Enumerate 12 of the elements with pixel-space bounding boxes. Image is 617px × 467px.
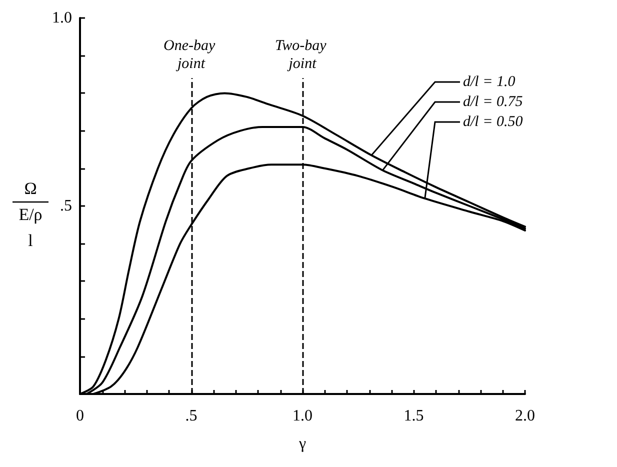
y-axis-title: Ω E/ρ l bbox=[18, 179, 42, 250]
x-tick-label: 1.0 bbox=[292, 408, 312, 424]
x-tick-label: 2.0 bbox=[515, 408, 535, 424]
ref-line-label: One-bay joint bbox=[164, 38, 219, 72]
text: d/l = 1.0 bbox=[463, 74, 516, 90]
x-tick-label: 0 bbox=[76, 408, 84, 424]
x-axis-title: γ bbox=[298, 436, 306, 452]
x-tick-label: 1.5 bbox=[404, 408, 424, 424]
ref-line-label: Two-bay joint bbox=[274, 38, 330, 72]
x-tick-label: .5 bbox=[185, 408, 198, 424]
text: d/l = 0.75 bbox=[463, 94, 524, 110]
text: d/l = 0.50 bbox=[463, 114, 524, 130]
